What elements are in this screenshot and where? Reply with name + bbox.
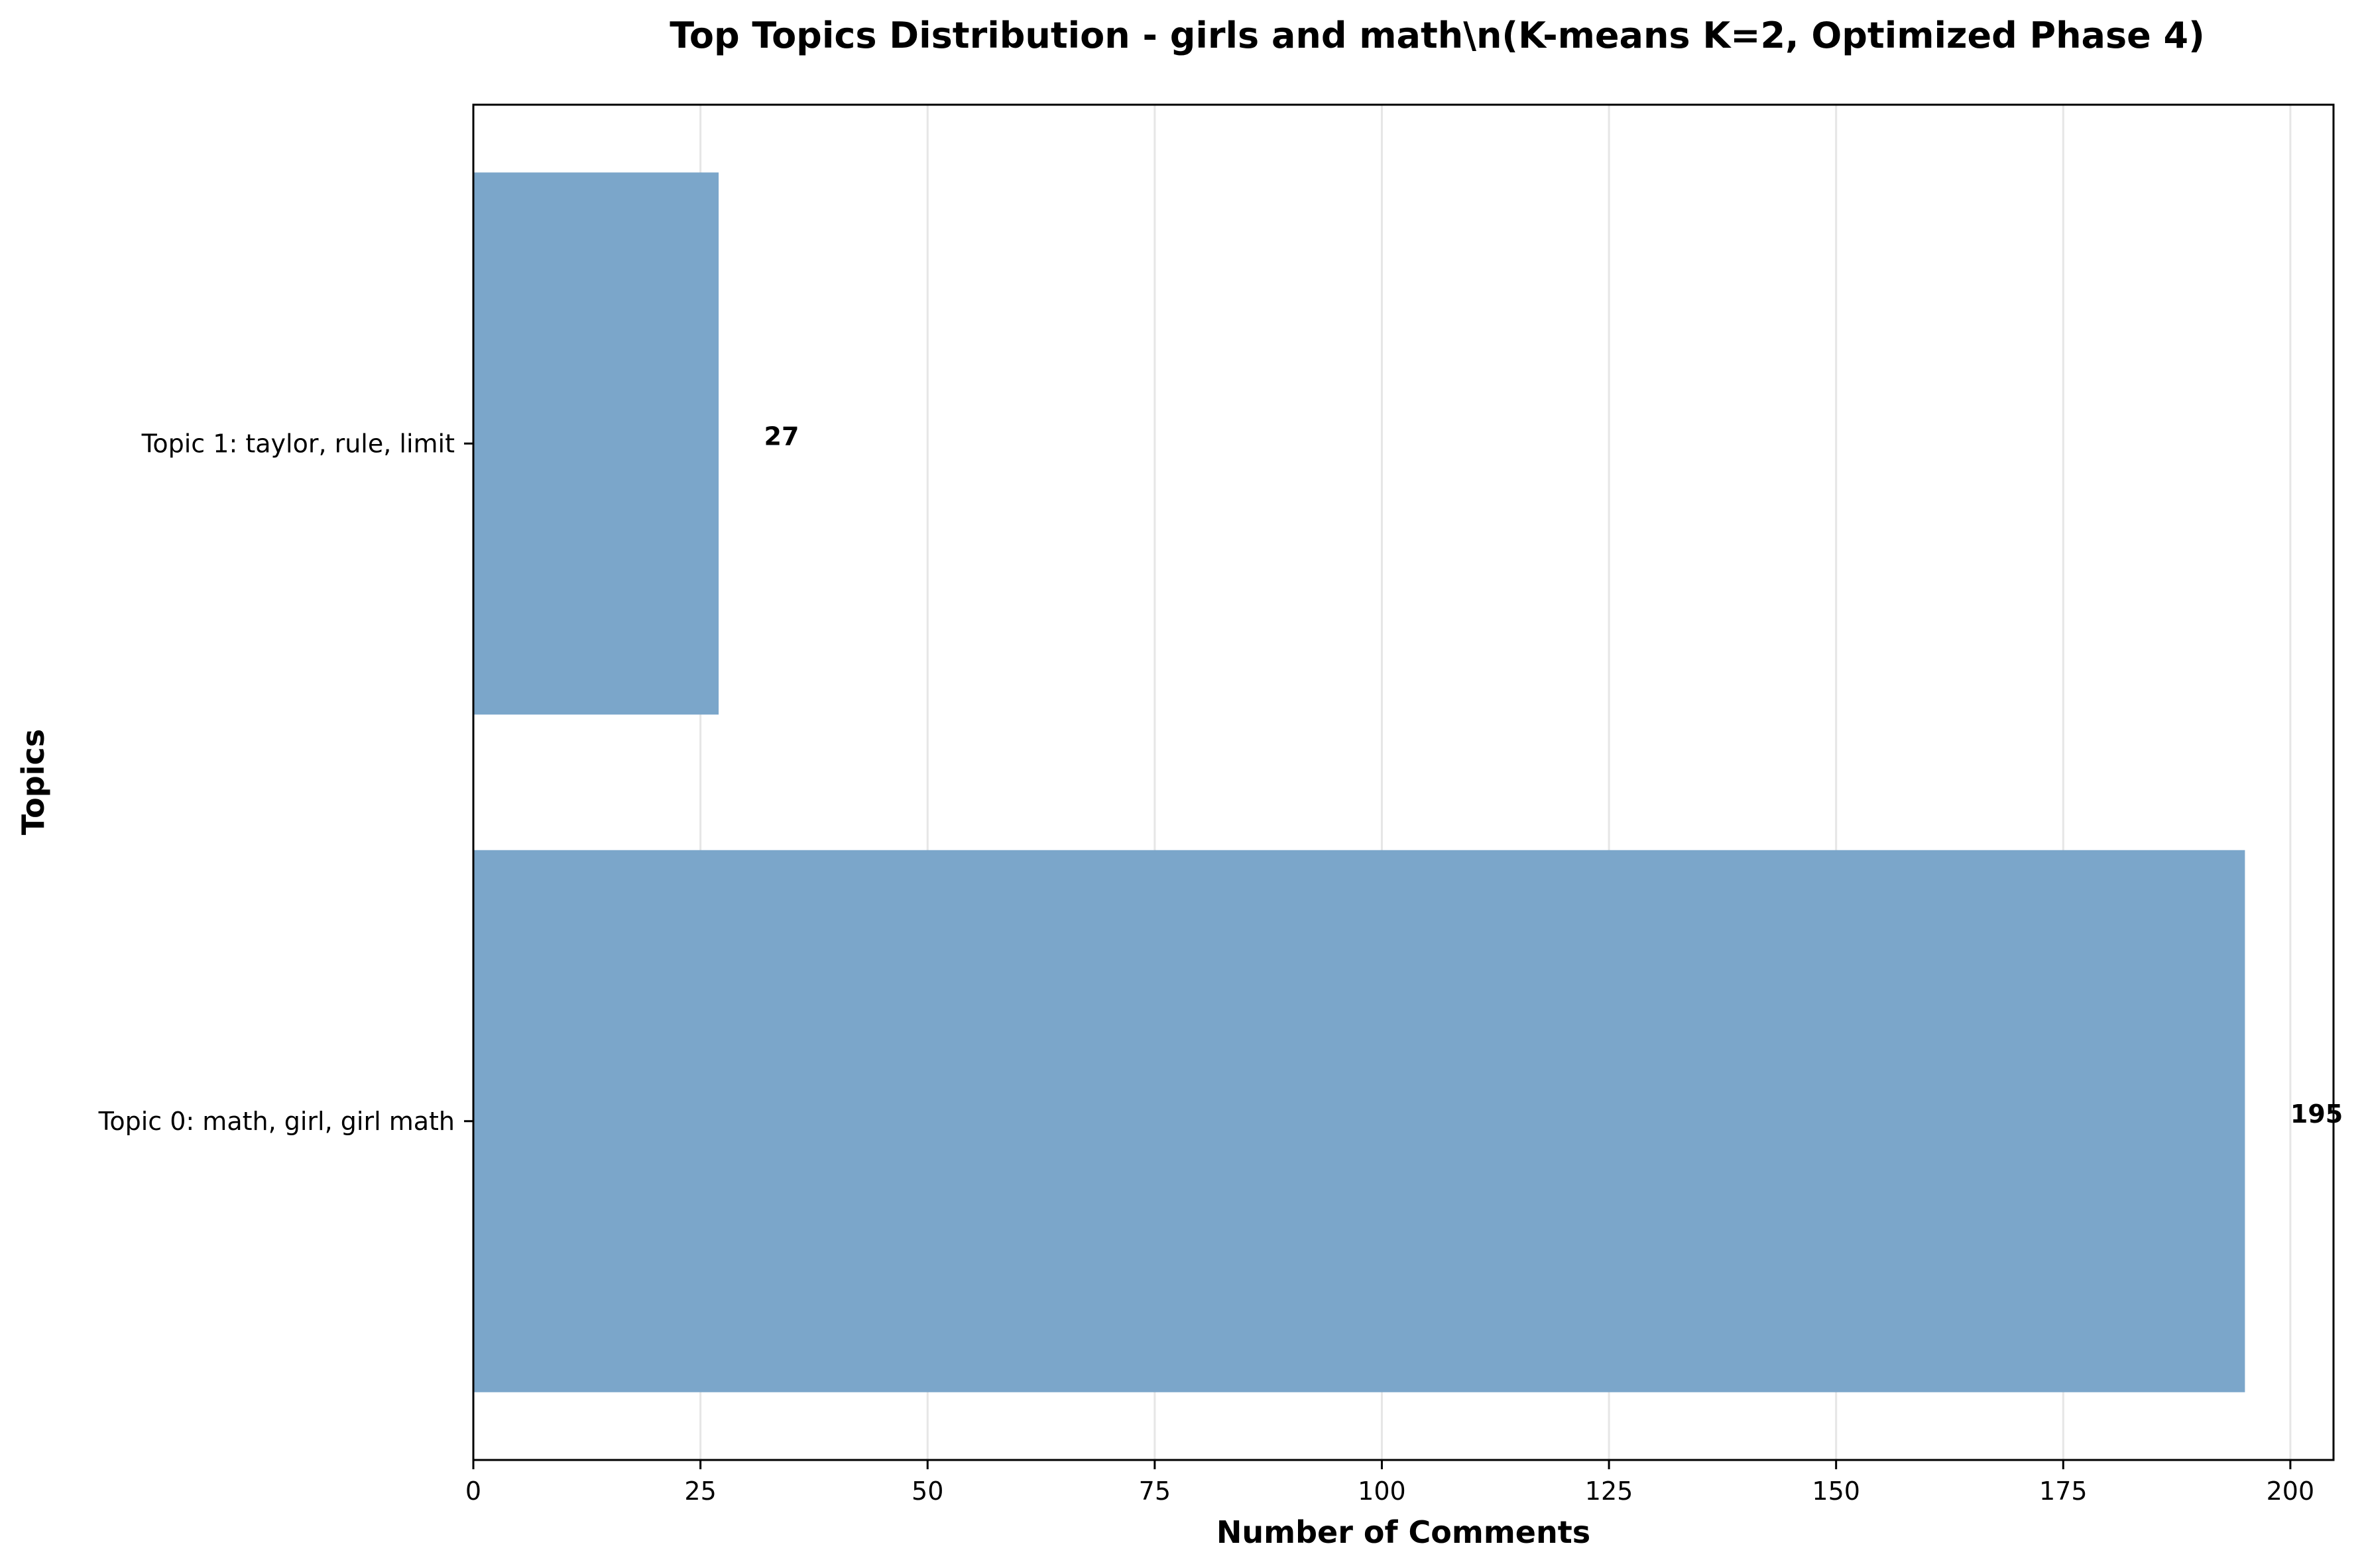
x-tick-label: 200 (2267, 1477, 2315, 1506)
x-tick-label: 50 (912, 1477, 943, 1506)
x-tick-label: 25 (684, 1477, 716, 1506)
bar (473, 850, 2245, 1392)
x-axis-ticks: 0 25 50 75 100 125 150 175 200 (465, 1460, 2314, 1506)
x-tick-label: 0 (465, 1477, 481, 1506)
data-label: 27 (764, 421, 799, 451)
x-axis-label: Number of Comments (1216, 1514, 1590, 1550)
x-tick-label: 100 (1358, 1477, 1406, 1506)
data-labels: 27 195 (764, 421, 2343, 1129)
y-axis-label: Topics (15, 729, 51, 835)
x-tick-label: 175 (2039, 1477, 2088, 1506)
data-label: 195 (2290, 1099, 2343, 1129)
y-tick-label: Topic 1: taylor, rule, limit (141, 429, 455, 458)
bars (473, 172, 2245, 1392)
x-tick-label: 125 (1585, 1477, 1633, 1506)
plot-frame (472, 103, 2335, 1461)
x-tick-label: 75 (1139, 1477, 1171, 1506)
y-axis-ticks: Topic 1: taylor, rule, limit Topic 0: mat… (98, 429, 473, 1136)
bar (473, 172, 719, 715)
chart-title: Top Topics Distribution - girls and math… (670, 15, 2205, 56)
y-tick-label: Topic 0: math, girl, girl math (98, 1107, 455, 1136)
x-tick-label: 150 (1812, 1477, 1860, 1506)
